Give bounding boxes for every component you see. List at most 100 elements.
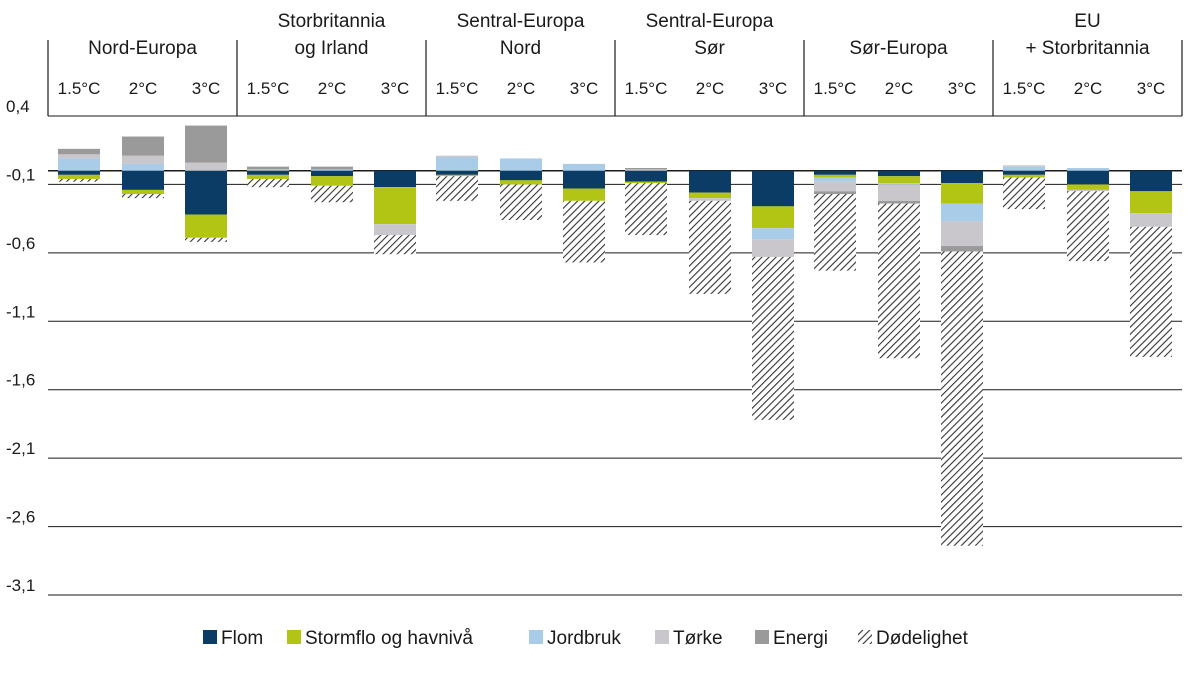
bar-segment-d-delighet xyxy=(563,200,605,263)
bar-segment-flom xyxy=(814,170,856,175)
bar-layer xyxy=(58,125,1172,546)
bar-segment-d-delighet xyxy=(247,178,289,188)
bar-segment-t-rke xyxy=(247,169,289,171)
bar-segment-flom xyxy=(1130,170,1172,192)
bar-segment-stormflo-og-havniv xyxy=(122,189,164,195)
legend-label: Stormflo og havnivå xyxy=(305,628,473,649)
bar-segment-t-rke xyxy=(58,154,100,159)
bar-segment-t-rke xyxy=(185,162,227,171)
bar-segment-d-delighet xyxy=(1130,226,1172,357)
bar-segment-d-delighet xyxy=(58,178,100,182)
bar-segment-stormflo-og-havniv xyxy=(625,181,667,184)
bar-segment-flom xyxy=(563,170,605,189)
category-label: 2°C xyxy=(129,79,158,98)
bar-segment-flom xyxy=(374,170,416,188)
bar-segment-d-delighet xyxy=(689,200,731,294)
bar-segment-t-rke xyxy=(374,224,416,236)
legend-swatch-flom xyxy=(203,630,217,644)
bar-segment-t-rke xyxy=(878,184,920,201)
bar-segment-t-rke xyxy=(122,155,164,164)
group-label: Sentral-Europa xyxy=(646,11,774,32)
legend-swatch-stormflo-og-havniv xyxy=(287,630,301,644)
bar-segment-flom xyxy=(625,170,667,182)
y-tick-label: -0,1 xyxy=(6,165,35,184)
legend-label: Flom xyxy=(221,628,263,649)
y-tick-label: 0,4 xyxy=(6,97,30,116)
grid-layer: 0,4 -0,1 -0,6 -1,1 -1,6 -2,1 -2,6 -3,1 xyxy=(6,97,1182,596)
bar-segment-stormflo-og-havniv xyxy=(58,174,100,179)
category-label: 2°C xyxy=(1074,79,1103,98)
bar-segment-d-delighet xyxy=(625,183,667,236)
bar-segment-jordbruk xyxy=(1003,166,1045,171)
bar-segment-t-rke xyxy=(436,155,478,158)
bar-segment-stormflo-og-havniv xyxy=(878,176,920,184)
bar-segment-d-delighet xyxy=(122,194,164,199)
bar-segment-jordbruk xyxy=(500,158,542,171)
bar-segment-stormflo-og-havniv xyxy=(1130,191,1172,214)
group-label: og Irland xyxy=(295,38,369,59)
y-tick-label: -3,1 xyxy=(6,576,35,595)
bar-segment-stormflo-og-havniv xyxy=(311,176,353,186)
bar-segment-jordbruk xyxy=(122,163,164,171)
category-label: 1.5°C xyxy=(814,79,857,98)
category-label: 3°C xyxy=(759,79,788,98)
bar-segment-d-delighet xyxy=(500,184,542,221)
group-label: EU xyxy=(1074,11,1100,32)
bar-segment-d-delighet xyxy=(374,235,416,255)
category-label: 2°C xyxy=(696,79,725,98)
y-tick-label: -0,6 xyxy=(6,234,35,253)
bar-segment-flom xyxy=(436,170,478,175)
bar-segment-jordbruk xyxy=(878,183,920,185)
bar-segment-energi xyxy=(122,136,164,156)
y-tick-label: -1,6 xyxy=(6,371,35,390)
group-label: + Storbritannia xyxy=(1025,38,1150,59)
bar-segment-jordbruk xyxy=(563,163,605,171)
bar-segment-t-rke xyxy=(625,169,667,171)
bar-segment-flom xyxy=(1003,170,1045,175)
bar-segment-stormflo-og-havniv xyxy=(247,174,289,179)
bar-segment-t-rke xyxy=(1003,165,1045,167)
bar-segment-flom xyxy=(1067,170,1109,185)
legend-label: Energi xyxy=(773,628,828,649)
bar-segment-jordbruk xyxy=(814,177,856,182)
bar-segment-jordbruk xyxy=(58,158,100,171)
legend-swatch-t-rke xyxy=(655,630,669,644)
bar-segment-energi xyxy=(311,166,353,170)
category-label: 1.5°C xyxy=(247,79,290,98)
bar-segment-energi xyxy=(814,191,856,195)
bar-segment-jordbruk xyxy=(311,169,353,171)
bar-segment-d-delighet xyxy=(436,176,478,201)
bar-segment-d-delighet xyxy=(311,185,353,203)
bar-segment-jordbruk xyxy=(1067,168,1109,171)
bar-segment-stormflo-og-havniv xyxy=(374,187,416,225)
y-tick-label: -2,6 xyxy=(6,508,35,527)
bar-segment-d-delighet xyxy=(941,251,983,546)
bar-segment-t-rke xyxy=(814,181,856,192)
bar-segment-t-rke xyxy=(752,239,794,257)
bar-segment-flom xyxy=(878,170,920,177)
category-label: 3°C xyxy=(948,79,977,98)
bar-segment-energi xyxy=(247,166,289,170)
group-header-layer: Nord-Europa 1.5°C 2°C 3°C Storbritannia og Ir… xyxy=(47,11,1183,116)
bar-segment-flom xyxy=(752,170,794,207)
group-label: Nord-Europa xyxy=(88,38,197,59)
bar-segment-t-rke xyxy=(1130,213,1172,227)
category-label: 3°C xyxy=(1137,79,1166,98)
y-tick-label: -2,1 xyxy=(6,439,35,458)
bar-segment-flom xyxy=(122,170,164,190)
bar-segment-flom xyxy=(247,170,289,175)
bar-segment-jordbruk xyxy=(752,228,794,240)
legend-label: Dødelighet xyxy=(876,628,969,649)
bar-segment-energi xyxy=(941,246,983,252)
bar-segment-flom xyxy=(500,170,542,181)
bar-segment-t-rke xyxy=(1067,189,1109,192)
category-label: 2°C xyxy=(318,79,347,98)
group-label: Sentral-Europa xyxy=(457,11,585,32)
category-label: 1.5°C xyxy=(436,79,479,98)
bar-segment-stormflo-og-havniv xyxy=(563,188,605,201)
y-tick-label: -1,1 xyxy=(6,302,35,321)
bar-segment-energi xyxy=(58,148,100,155)
bar-segment-jordbruk xyxy=(436,157,478,171)
